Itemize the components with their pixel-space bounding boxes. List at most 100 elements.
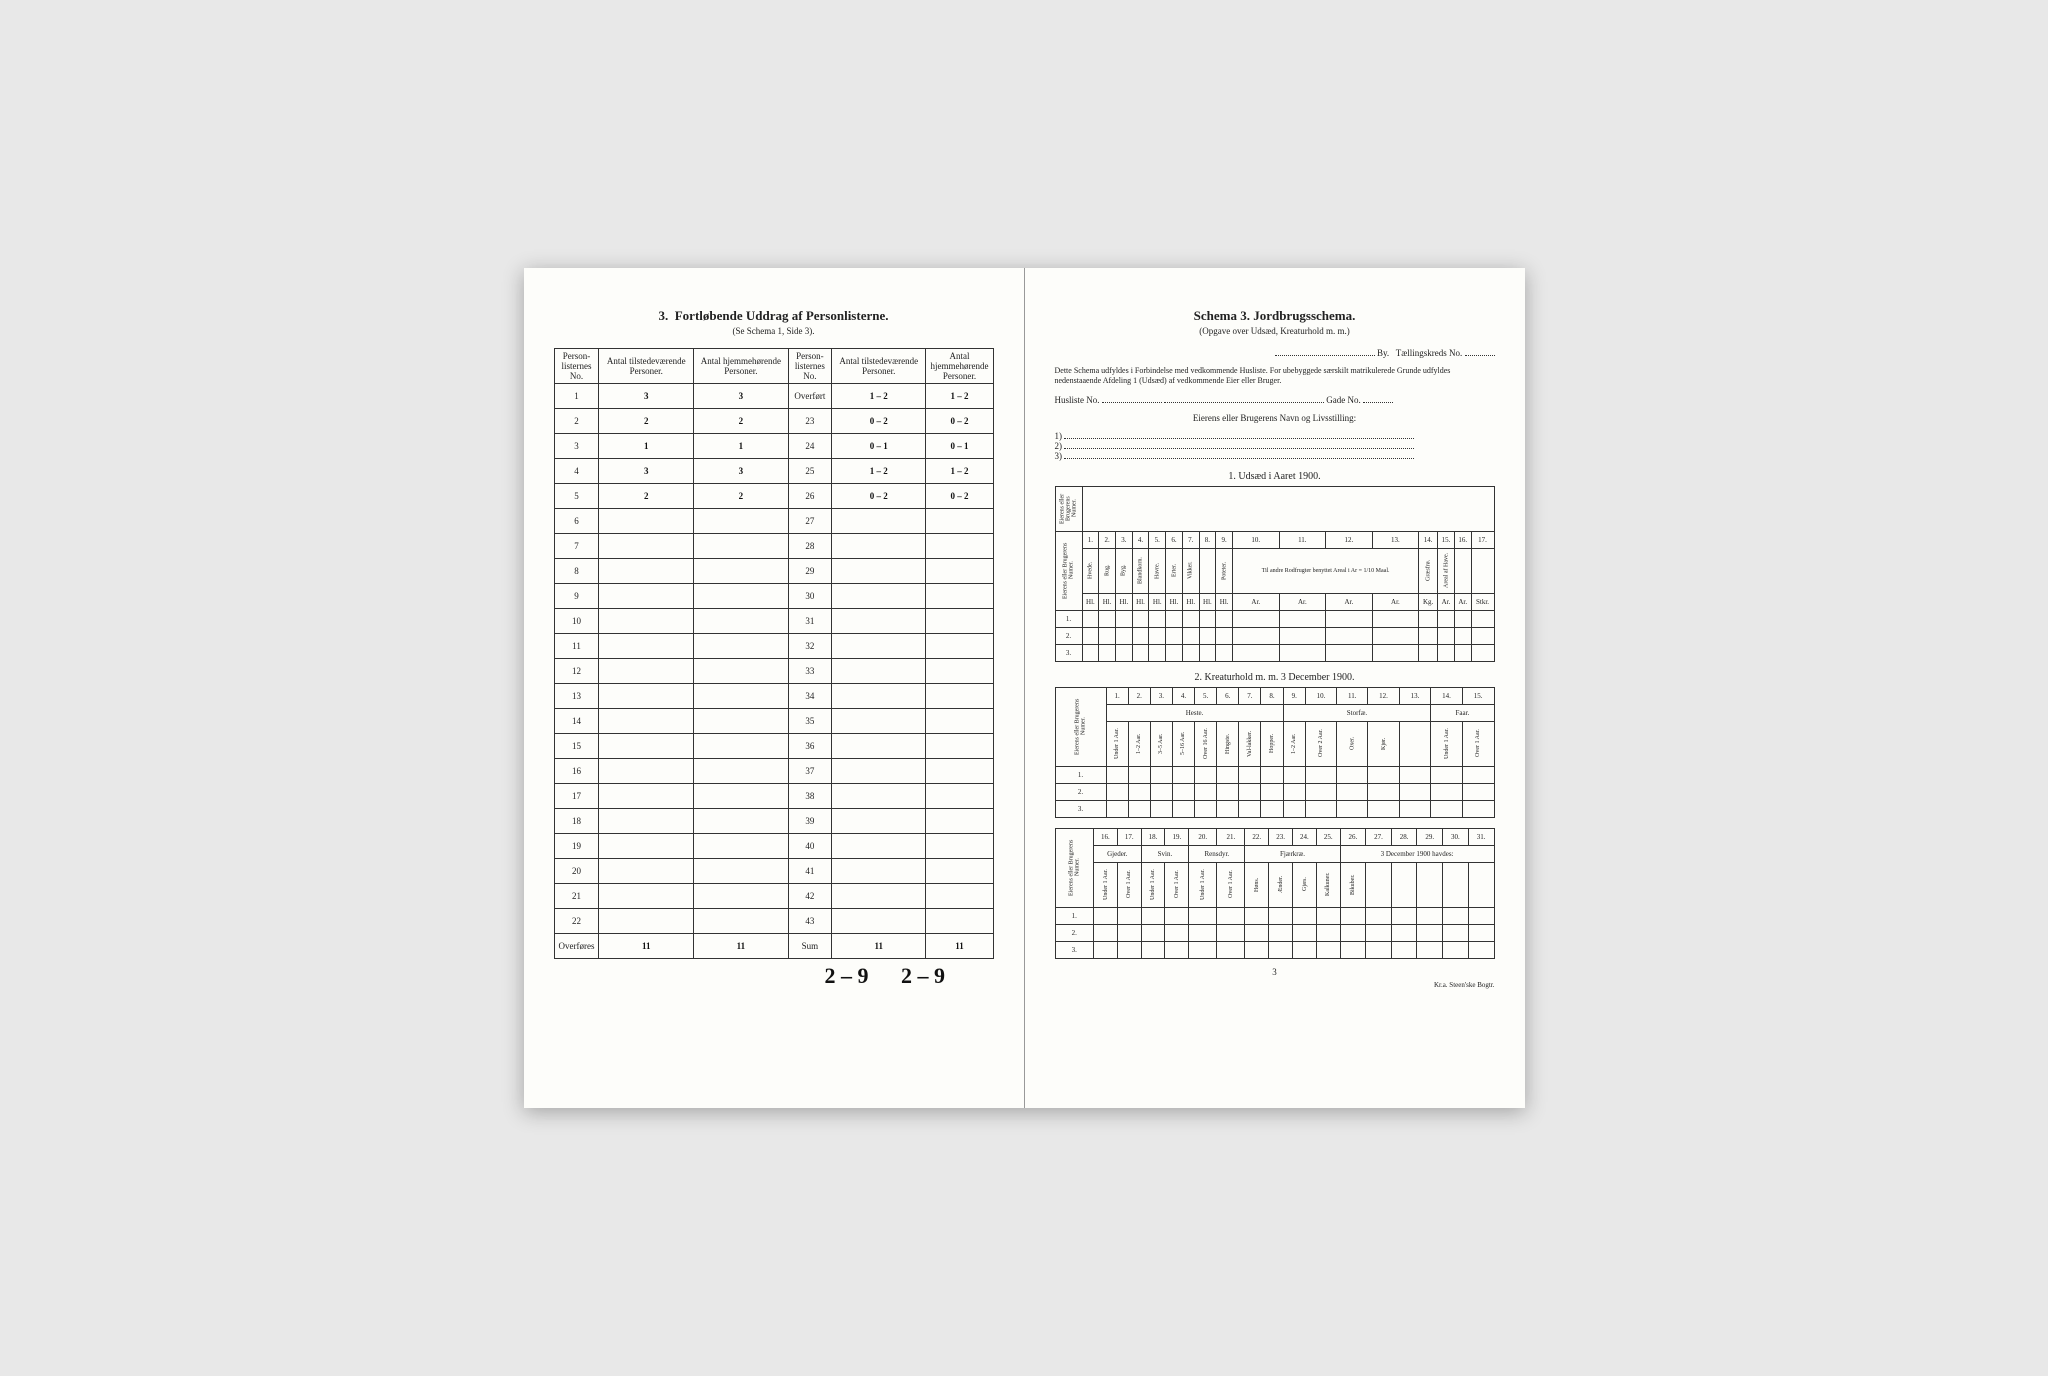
row-a — [599, 584, 694, 609]
row-b — [694, 859, 789, 884]
row-a — [599, 559, 694, 584]
row-b — [694, 659, 789, 684]
row-no-r: 26 — [788, 484, 831, 509]
row-a: 3 — [599, 459, 694, 484]
row-no: 3 — [554, 434, 599, 459]
row-no: 4 — [554, 459, 599, 484]
sec3-table: Eierens eller Brugerens Numer.16.17.18.1… — [1055, 828, 1495, 959]
row-b — [694, 909, 789, 934]
row-b-r: 0 – 2 — [926, 484, 993, 509]
sec2-title: 2. Kreaturhold m. m. 3 December 1900. — [1055, 672, 1495, 683]
row-b — [694, 734, 789, 759]
row-no-r: 34 — [788, 684, 831, 709]
row-a-r: 0 – 2 — [831, 484, 926, 509]
row-no-r: 30 — [788, 584, 831, 609]
row-a-r — [831, 634, 926, 659]
row-a — [599, 734, 694, 759]
row-b — [694, 759, 789, 784]
row-b-r — [926, 909, 993, 934]
row-no: 2 — [554, 409, 599, 434]
row-b — [694, 609, 789, 634]
row-a — [599, 834, 694, 859]
person-table: Person-listernes No. Antal tilstedeværen… — [554, 348, 994, 959]
row-a-r — [831, 709, 926, 734]
row-b-r — [926, 634, 993, 659]
row-no-r: 27 — [788, 509, 831, 534]
row-no-r: 38 — [788, 784, 831, 809]
owner-lines: 1) 2) 3) — [1055, 431, 1495, 461]
row-a-r: 0 – 1 — [831, 434, 926, 459]
row-b-r — [926, 534, 993, 559]
row-no: 13 — [554, 684, 599, 709]
row-b-r — [926, 884, 993, 909]
row-no: 18 — [554, 809, 599, 834]
row-b-r — [926, 784, 993, 809]
row-a — [599, 809, 694, 834]
row-no-r: 36 — [788, 734, 831, 759]
left-page: 3. Fortløbende Uddrag af Personlisterne.… — [524, 268, 1025, 1108]
intro-text: Dette Schema udfyldes i Forbindelse med … — [1055, 366, 1495, 387]
row-b: 2 — [694, 409, 789, 434]
row-a-r — [831, 559, 926, 584]
sec2-table: Eierens eller Brugerens Numer.1.2.3.4.5.… — [1055, 687, 1495, 818]
row-a-r — [831, 834, 926, 859]
row-b-r — [926, 659, 993, 684]
row-no-r: 35 — [788, 709, 831, 734]
row-no: 12 — [554, 659, 599, 684]
right-subtitle: (Opgave over Udsæd, Kreaturhold m. m.) — [1055, 326, 1495, 336]
row-b-r — [926, 709, 993, 734]
row-b — [694, 709, 789, 734]
row-no: 17 — [554, 784, 599, 809]
printer-mark: Kr.a. Steen'ske Bogtr. — [1055, 981, 1495, 989]
row-b-r — [926, 859, 993, 884]
left-title: 3. Fortløbende Uddrag af Personlisterne. — [554, 308, 994, 324]
footer-overf-label: Overføres — [554, 934, 599, 959]
row-b — [694, 784, 789, 809]
row-b: 3 — [694, 459, 789, 484]
row-a-r — [831, 609, 926, 634]
row-a-r — [831, 509, 926, 534]
row-a — [599, 759, 694, 784]
row-b: 3 — [694, 384, 789, 409]
header-col3: Antal hjemmehørende Personer. — [694, 349, 789, 384]
row-a-r: 1 – 2 — [831, 459, 926, 484]
row-a — [599, 634, 694, 659]
row-a — [599, 609, 694, 634]
sec1-rowhead: Eierens eller Brugerens Numer. — [1055, 486, 1082, 531]
row-a-r — [831, 759, 926, 784]
row-a-r — [831, 534, 926, 559]
row-no: 15 — [554, 734, 599, 759]
row-b-r: 1 – 2 — [926, 384, 993, 409]
row-a-r — [831, 884, 926, 909]
row-a: 3 — [599, 384, 694, 409]
row-no: 8 — [554, 559, 599, 584]
sec1-title: 1. Udsæd i Aaret 1900. — [1055, 471, 1495, 482]
row-b-r — [926, 609, 993, 634]
row-b — [694, 809, 789, 834]
row-b — [694, 534, 789, 559]
row-no: 9 — [554, 584, 599, 609]
row-b: 2 — [694, 484, 789, 509]
row-b-r — [926, 834, 993, 859]
row-b — [694, 559, 789, 584]
row-no-r: 43 — [788, 909, 831, 934]
row-no-r: 29 — [788, 559, 831, 584]
row-b-r — [926, 734, 993, 759]
row-b — [694, 634, 789, 659]
row-a-r — [831, 659, 926, 684]
row-no: 10 — [554, 609, 599, 634]
row-no-r: 32 — [788, 634, 831, 659]
row-a — [599, 534, 694, 559]
row-a — [599, 909, 694, 934]
row-b-r: 0 – 1 — [926, 434, 993, 459]
footer-overf-b: 11 — [694, 934, 789, 959]
row-no-r: 28 — [788, 534, 831, 559]
header-col4: Person-listernes No. — [788, 349, 831, 384]
row-no-r: 40 — [788, 834, 831, 859]
row-b-r: 1 – 2 — [926, 459, 993, 484]
row-a — [599, 684, 694, 709]
row-b-r — [926, 559, 993, 584]
row-no-r: Overført — [788, 384, 831, 409]
row-b-r — [926, 684, 993, 709]
row-a-r — [831, 734, 926, 759]
